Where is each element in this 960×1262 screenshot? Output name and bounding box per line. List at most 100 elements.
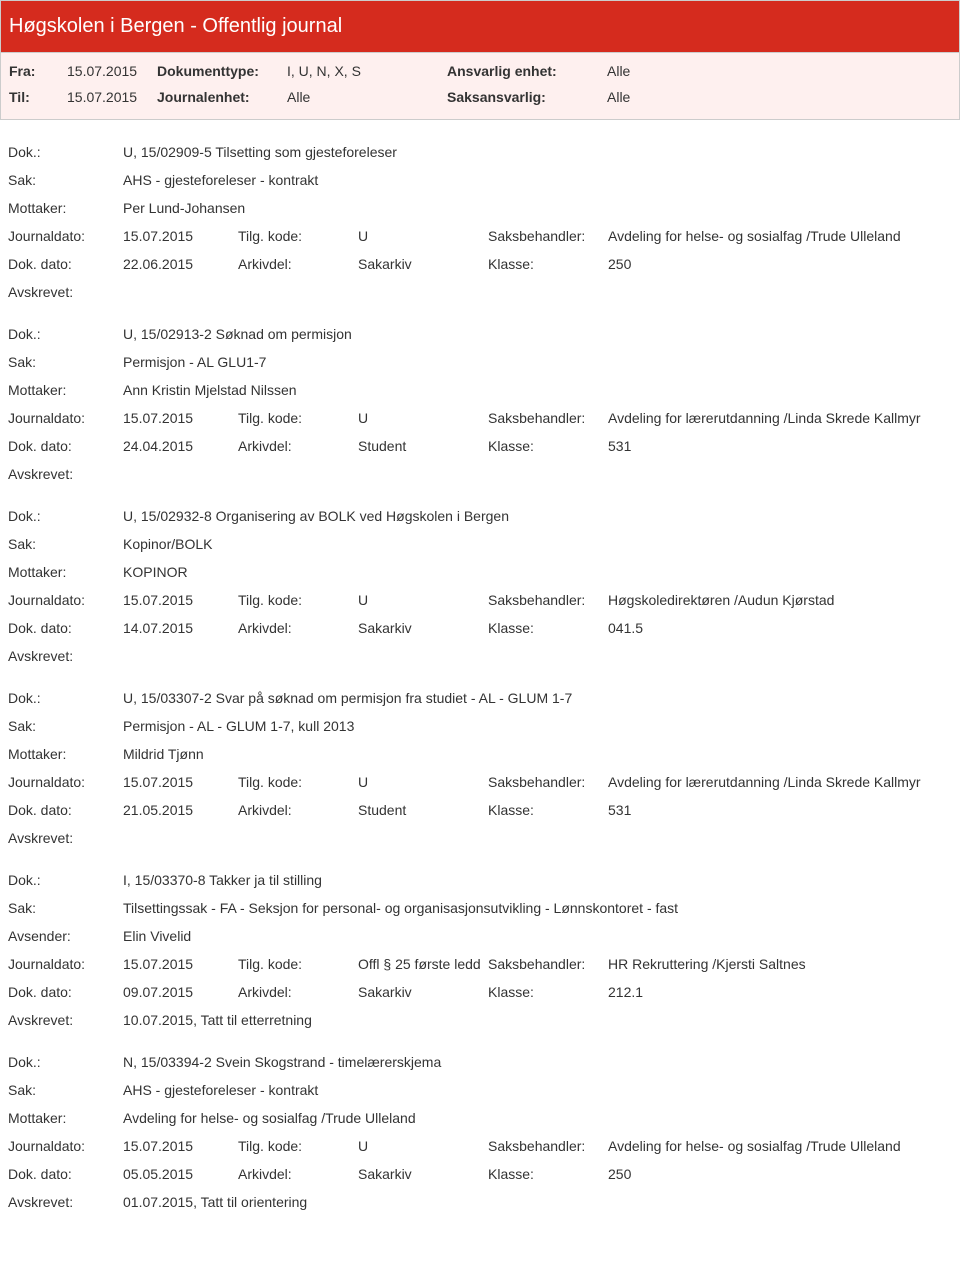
arkivdel-label: Arkivdel:	[238, 620, 358, 636]
party-label: Avsender:	[8, 928, 123, 944]
dok-value: N, 15/03394-2 Svein Skogstrand - timelær…	[123, 1054, 952, 1070]
journal-entry: Dok.: U, 15/03307-2 Svar på søknad om pe…	[0, 684, 960, 860]
ansvarlig-enhet-value: Alle	[607, 63, 951, 79]
avskrevet-value	[123, 284, 952, 300]
sak-value: AHS - gjesteforeleser - kontrakt	[123, 172, 952, 188]
tilgkode-label: Tilg. kode:	[238, 228, 358, 244]
party-label: Mottaker:	[8, 564, 123, 580]
arkivdel-value: Sakarkiv	[358, 620, 488, 636]
dokdato-value: 05.05.2015	[123, 1166, 238, 1182]
dok-value: U, 15/02913-2 Søknad om permisjon	[123, 326, 952, 342]
arkivdel-label: Arkivdel:	[238, 802, 358, 818]
avskrevet-label: Avskrevet:	[8, 466, 123, 482]
tilgkode-label: Tilg. kode:	[238, 1138, 358, 1154]
klasse-value: 041.5	[608, 620, 952, 636]
tilgkode-value: U	[358, 592, 488, 608]
dokdato-label: Dok. dato:	[8, 438, 123, 454]
tilgkode-value: U	[358, 774, 488, 790]
avskrevet-label: Avskrevet:	[8, 1194, 123, 1210]
party-label: Mottaker:	[8, 200, 123, 216]
klasse-value: 250	[608, 256, 952, 272]
journaldato-label: Journaldato:	[8, 410, 123, 426]
sak-value: AHS - gjesteforeleser - kontrakt	[123, 1082, 952, 1098]
journalenhet-value: Alle	[287, 89, 447, 105]
dokdato-label: Dok. dato:	[8, 1166, 123, 1182]
journaldato-label: Journaldato:	[8, 592, 123, 608]
dok-label: Dok.:	[8, 690, 123, 706]
klasse-label: Klasse:	[488, 620, 608, 636]
avskrevet-value	[123, 466, 952, 482]
arkivdel-label: Arkivdel:	[238, 1166, 358, 1182]
dokumenttype-value: I, U, N, X, S	[287, 63, 447, 79]
tilgkode-label: Tilg. kode:	[238, 592, 358, 608]
tilgkode-value: Offl § 25 første ledd	[358, 956, 488, 972]
dokdato-label: Dok. dato:	[8, 984, 123, 1000]
dokdato-value: 21.05.2015	[123, 802, 238, 818]
klasse-value: 250	[608, 1166, 952, 1182]
sak-label: Sak:	[8, 718, 123, 734]
klasse-label: Klasse:	[488, 984, 608, 1000]
saksbehandler-value: Avdeling for lærerutdanning /Linda Skred…	[608, 774, 952, 790]
filter-box: Fra: 15.07.2015 Dokumenttype: I, U, N, X…	[0, 52, 960, 120]
klasse-label: Klasse:	[488, 256, 608, 272]
party-label: Mottaker:	[8, 746, 123, 762]
journaldato-value: 15.07.2015	[123, 774, 238, 790]
saksbehandler-value: Avdeling for helse- og sosialfag /Trude …	[608, 1138, 952, 1154]
klasse-label: Klasse:	[488, 1166, 608, 1182]
tilgkode-value: U	[358, 228, 488, 244]
dok-value: I, 15/03370-8 Takker ja til stilling	[123, 872, 952, 888]
saksbehandler-label: Saksbehandler:	[488, 228, 608, 244]
arkivdel-value: Sakarkiv	[358, 256, 488, 272]
saksbehandler-label: Saksbehandler:	[488, 1138, 608, 1154]
klasse-value: 212.1	[608, 984, 952, 1000]
saksbehandler-value: Avdeling for helse- og sosialfag /Trude …	[608, 228, 952, 244]
journaldato-label: Journaldato:	[8, 1138, 123, 1154]
saksbehandler-label: Saksbehandler:	[488, 774, 608, 790]
dok-label: Dok.:	[8, 1054, 123, 1070]
dokdato-value: 09.07.2015	[123, 984, 238, 1000]
journal-entry: Dok.: U, 15/02913-2 Søknad om permisjon …	[0, 320, 960, 496]
journal-entry: Dok.: N, 15/03394-2 Svein Skogstrand - t…	[0, 1048, 960, 1224]
arkivdel-value: Student	[358, 438, 488, 454]
journalenhet-label: Journalenhet:	[157, 89, 287, 105]
til-value: 15.07.2015	[67, 89, 157, 105]
journal-entry: Dok.: I, 15/03370-8 Takker ja til stilli…	[0, 866, 960, 1042]
dok-label: Dok.:	[8, 872, 123, 888]
fra-label: Fra:	[9, 63, 67, 79]
page-title: Høgskolen i Bergen - Offentlig journal	[9, 15, 342, 37]
arkivdel-label: Arkivdel:	[238, 256, 358, 272]
journal-entry: Dok.: U, 15/02909-5 Tilsetting som gjest…	[0, 138, 960, 314]
journal-entry: Dok.: U, 15/02932-8 Organisering av BOLK…	[0, 502, 960, 678]
sak-value: Permisjon - AL - GLUM 1-7, kull 2013	[123, 718, 952, 734]
journaldato-label: Journaldato:	[8, 956, 123, 972]
dok-value: U, 15/02932-8 Organisering av BOLK ved H…	[123, 508, 952, 524]
party-value: Mildrid Tjønn	[123, 746, 952, 762]
sak-value: Permisjon - AL GLU1-7	[123, 354, 952, 370]
arkivdel-value: Sakarkiv	[358, 984, 488, 1000]
dok-label: Dok.:	[8, 144, 123, 160]
dokdato-value: 14.07.2015	[123, 620, 238, 636]
party-label: Mottaker:	[8, 1110, 123, 1126]
dokdato-label: Dok. dato:	[8, 802, 123, 818]
arkivdel-value: Student	[358, 802, 488, 818]
journaldato-value: 15.07.2015	[123, 592, 238, 608]
avskrevet-value: 10.07.2015, Tatt til etterretning	[123, 1012, 952, 1028]
saksansvarlig-label: Saksansvarlig:	[447, 89, 607, 105]
journaldato-value: 15.07.2015	[123, 1138, 238, 1154]
party-value: Per Lund-Johansen	[123, 200, 952, 216]
party-value: KOPINOR	[123, 564, 952, 580]
dokdato-value: 24.04.2015	[123, 438, 238, 454]
avskrevet-label: Avskrevet:	[8, 284, 123, 300]
sak-value: Tilsettingssak - FA - Seksjon for person…	[123, 900, 952, 916]
ansvarlig-enhet-label: Ansvarlig enhet:	[447, 63, 607, 79]
saksbehandler-value: HR Rekruttering /Kjersti Saltnes	[608, 956, 952, 972]
avskrevet-value	[123, 648, 952, 664]
sak-value: Kopinor/BOLK	[123, 536, 952, 552]
dok-label: Dok.:	[8, 508, 123, 524]
tilgkode-label: Tilg. kode:	[238, 774, 358, 790]
dok-label: Dok.:	[8, 326, 123, 342]
tilgkode-value: U	[358, 1138, 488, 1154]
page-title-bar: Høgskolen i Bergen - Offentlig journal	[0, 0, 960, 52]
dokdato-label: Dok. dato:	[8, 620, 123, 636]
avskrevet-value: 01.07.2015, Tatt til orientering	[123, 1194, 952, 1210]
